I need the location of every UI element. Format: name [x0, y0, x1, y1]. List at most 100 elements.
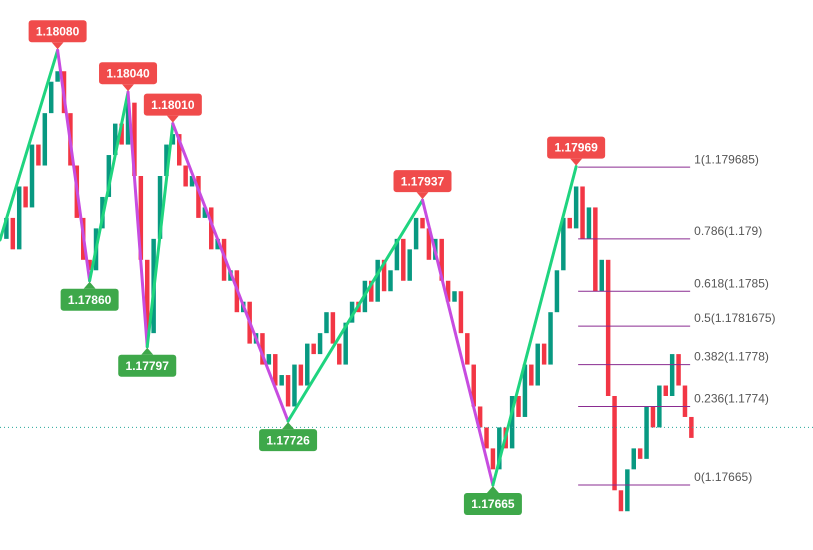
candle	[535, 343, 540, 386]
candle	[676, 354, 681, 386]
pivot-label: 1.17969	[547, 136, 606, 166]
candle	[330, 312, 336, 344]
candle	[119, 123, 124, 145]
fib-label: 0.5(1.1781675)	[694, 311, 775, 325]
candle	[381, 259, 387, 292]
pivot-pointer	[83, 281, 96, 289]
candle	[132, 102, 137, 176]
candle	[637, 448, 643, 459]
pivot-text: 1.17860	[68, 293, 112, 307]
fib-label: 0.382(1.1778)	[694, 350, 769, 364]
pivot-label: 1.18080	[28, 20, 87, 50]
candle	[586, 207, 592, 239]
candle	[420, 217, 425, 229]
candle	[177, 134, 182, 166]
candle	[106, 155, 112, 197]
candle	[209, 207, 214, 250]
candle	[394, 238, 400, 271]
candle	[337, 343, 342, 365]
candle	[484, 427, 489, 449]
fib-label: 0.786(1.179)	[694, 224, 762, 238]
candle	[183, 165, 188, 187]
candle	[541, 343, 547, 365]
candle	[202, 207, 208, 218]
candle	[305, 343, 310, 386]
candle	[490, 448, 496, 470]
candle	[42, 113, 48, 166]
candle	[36, 144, 41, 166]
candle	[55, 71, 60, 82]
candle	[260, 333, 265, 365]
candle	[497, 427, 502, 470]
pivot-box	[60, 288, 119, 311]
zigzag-segment	[145, 122, 175, 349]
pivot-pointer	[570, 158, 583, 166]
candle	[452, 291, 457, 302]
candle	[618, 490, 624, 512]
candle	[292, 364, 297, 407]
candle	[343, 322, 348, 365]
fib-label: 0.618(1.1785)	[694, 276, 769, 290]
pivot-pointer	[51, 42, 64, 50]
candle	[317, 333, 323, 355]
candle	[465, 333, 470, 365]
zigzag-segment	[491, 165, 578, 487]
pivot-text: 1.18080	[36, 24, 80, 38]
candle	[631, 448, 636, 470]
pivot-label: 1.17860	[60, 281, 119, 311]
candle	[413, 217, 419, 250]
zigzag-segment	[171, 122, 290, 423]
zigzag-segment	[421, 198, 495, 487]
pivot-label: 1.17726	[259, 422, 318, 452]
candle	[349, 301, 355, 323]
candle	[445, 280, 451, 302]
candle	[689, 416, 694, 438]
pivot-text: 1.17726	[266, 433, 310, 447]
candle	[561, 217, 566, 271]
pivot-pointer	[166, 115, 179, 123]
candle	[273, 354, 278, 386]
pivot-text: 1.17969	[554, 141, 598, 155]
pivot-label: 1.17937	[393, 170, 452, 200]
pivot-box	[393, 170, 452, 193]
pivot-text: 1.18040	[106, 66, 150, 80]
candle	[16, 186, 22, 250]
pivot-box	[547, 136, 606, 159]
candle	[23, 186, 28, 208]
pivot-box	[143, 93, 202, 116]
candle	[311, 343, 316, 355]
candle	[458, 291, 464, 334]
fib-label: 0.236(1.1774)	[694, 392, 769, 406]
candle	[4, 217, 9, 239]
candle	[215, 238, 220, 250]
pivot-pointer	[122, 84, 135, 92]
zigzag-segment	[0, 48, 60, 242]
zigzag-segment	[56, 48, 92, 283]
candle	[138, 176, 144, 260]
pivot-box	[259, 429, 318, 452]
candle	[125, 102, 131, 145]
pivot-box	[99, 62, 158, 85]
candle	[439, 238, 444, 281]
candle	[471, 364, 476, 407]
candle	[509, 396, 515, 449]
pivot-label: 1.18010	[143, 93, 202, 123]
candle	[580, 186, 585, 239]
pivot-box	[28, 20, 87, 43]
candle	[426, 228, 432, 260]
pivot-label: 1.17665	[463, 486, 522, 516]
candle	[164, 144, 169, 176]
candle	[573, 186, 579, 229]
candle	[144, 259, 150, 334]
pivot-pointer	[486, 486, 499, 494]
candle	[593, 207, 598, 292]
candle	[605, 259, 611, 396]
candle	[10, 217, 16, 250]
candle	[599, 259, 604, 292]
candle	[112, 123, 118, 156]
candle	[663, 385, 669, 396]
candle	[87, 259, 92, 271]
candle	[29, 144, 35, 208]
candle	[388, 270, 393, 292]
